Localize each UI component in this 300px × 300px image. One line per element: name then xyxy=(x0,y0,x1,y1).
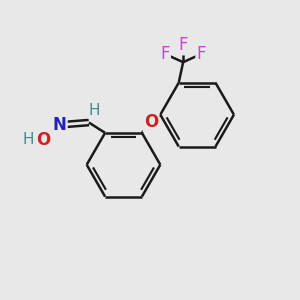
Text: F: F xyxy=(196,45,206,63)
Text: H: H xyxy=(22,132,34,147)
Text: N: N xyxy=(52,116,66,134)
Text: F: F xyxy=(160,45,170,63)
Text: H: H xyxy=(88,103,100,118)
Text: O: O xyxy=(144,113,158,131)
Text: F: F xyxy=(178,36,188,54)
Text: O: O xyxy=(36,130,50,148)
